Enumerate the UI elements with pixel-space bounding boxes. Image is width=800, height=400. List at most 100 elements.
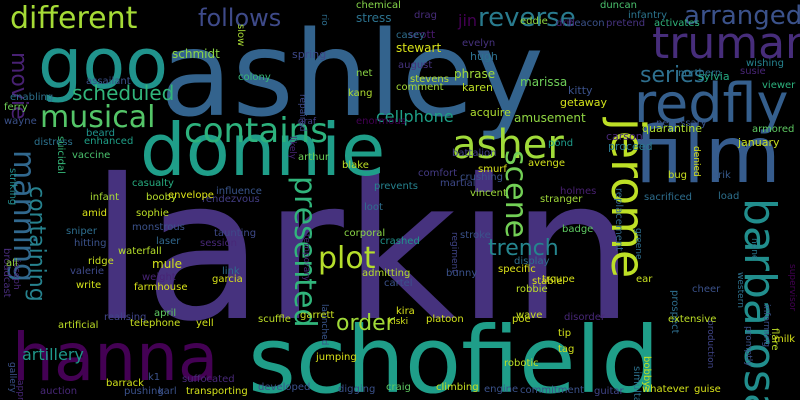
word-jumping: jumping [315,352,357,363]
word-tag: tag [558,344,574,355]
word-holmes: holmes [560,186,596,197]
word-farmhouse: farmhouse [134,282,187,293]
word-regiment: regiment [449,232,459,273]
word-influence: influence [216,186,262,197]
word-climbing: climbing [436,382,479,393]
word-quarantine: quarantine [642,122,702,135]
word-disorder: disorder [564,312,606,323]
word-august: august [398,60,432,71]
word-jin: jin [457,11,477,30]
word-k1: k1 [148,372,160,383]
word-cartel: cartel [384,278,413,289]
word-cheer: cheer [692,284,721,295]
word-northern: northern [678,68,721,79]
word-telephone: telephone [130,318,180,329]
word-eddie: eddie [520,16,548,27]
word-artillery: artillery [22,345,84,364]
word-crashed: crashed [380,236,420,247]
word-monstrous: monstrous [132,222,185,233]
word-wayne: wayne [4,116,37,127]
word-cellphone: cellphone [376,107,454,126]
word-vincent: vincent [470,188,507,199]
word-artificial: artificial [58,320,98,331]
word-launched: launched [319,304,329,345]
word-manning: manning [6,150,41,282]
word-armored: armored [752,124,794,135]
word-graf: graf [298,117,317,127]
word-taunting: taunting [214,228,256,239]
word-guitar: guitar [594,386,625,397]
word-viewer: viewer [762,80,796,91]
word-scheduled: scheduled [72,81,174,105]
word-whatever: whatever [642,384,690,395]
word-amusement: amusement [514,111,586,125]
word-film: film [634,111,781,201]
word-contains: contains [184,111,328,151]
word-wave: wave [516,310,542,321]
word-containing: containing [24,186,49,302]
word-milk: milk [774,334,795,345]
word-enabling: enabling [10,92,53,103]
word-redfly: redfly [634,72,789,135]
word-smurf: smurf [478,164,507,175]
word-pond: pond [548,138,573,149]
word-envelope: envelope [168,190,214,201]
word-january: january [737,136,780,149]
word-ali: ali [6,258,18,269]
word-hanna: hanna [12,319,218,396]
word-truman: truman [652,18,800,69]
word-western: western [735,272,745,308]
word-pretend: pretend [606,18,645,29]
word-loot: loot [364,202,383,213]
word-necessary: necessary [656,118,707,129]
word-jerome: jerome [601,117,655,278]
word-schofield: schofield [248,307,660,400]
word-larkin: larkin [90,137,635,364]
word-series: series [640,63,705,88]
word-stress: stress [356,11,392,25]
word-bunny: bunny [446,268,477,279]
word-kang: kang [348,88,372,99]
word-tip: tip [558,328,571,339]
word-marissa: marissa [520,75,567,89]
word-greene: greene [633,228,643,260]
word-reverse: reverse [478,3,576,33]
word-ashley: ashley [160,5,544,143]
word-specific: specific [498,264,536,275]
word-scene: scene [498,150,533,238]
word-informing: informing [761,304,771,347]
word-evelyn: evelyn [462,38,495,49]
word-phrase: phrase [454,67,495,81]
word-supervisor: supervisor [787,264,797,311]
word-repaired: repaired [297,94,307,132]
word-garrett: garrett [300,310,334,321]
word-movie: movie [6,52,31,120]
word-karl: karl [158,386,177,397]
word-scuffle: scuffle [258,314,291,325]
word-crushing: crushing [460,172,503,183]
word-beacon: beacon [568,18,605,29]
word-april: april [154,308,176,319]
word-robotic: robotic [504,358,539,369]
word-enhanced: enhanced [84,136,133,147]
word-bobby: bobby [641,356,652,387]
word-pushing: pushing [124,386,164,397]
word-kiski: kiski [388,317,408,327]
word-stewart: stewart [396,41,441,55]
word-flare: flare [769,328,780,350]
word-avenge: avenge [528,158,565,169]
word-arthur: arthur [298,152,330,163]
word-trench: trench [488,236,559,261]
word-developed: developed [258,382,310,393]
word-simultaneously: simultaneously [631,366,642,400]
word-comment: comment [396,82,444,93]
word-denied: denied [691,146,701,177]
word-carson: carson [606,130,643,143]
word-auction: auction [40,386,77,397]
word-troupe: troupe [542,274,575,285]
word-sophie: sophie [136,208,169,219]
word-production: production [705,320,715,368]
word-bug: bug [668,170,687,181]
